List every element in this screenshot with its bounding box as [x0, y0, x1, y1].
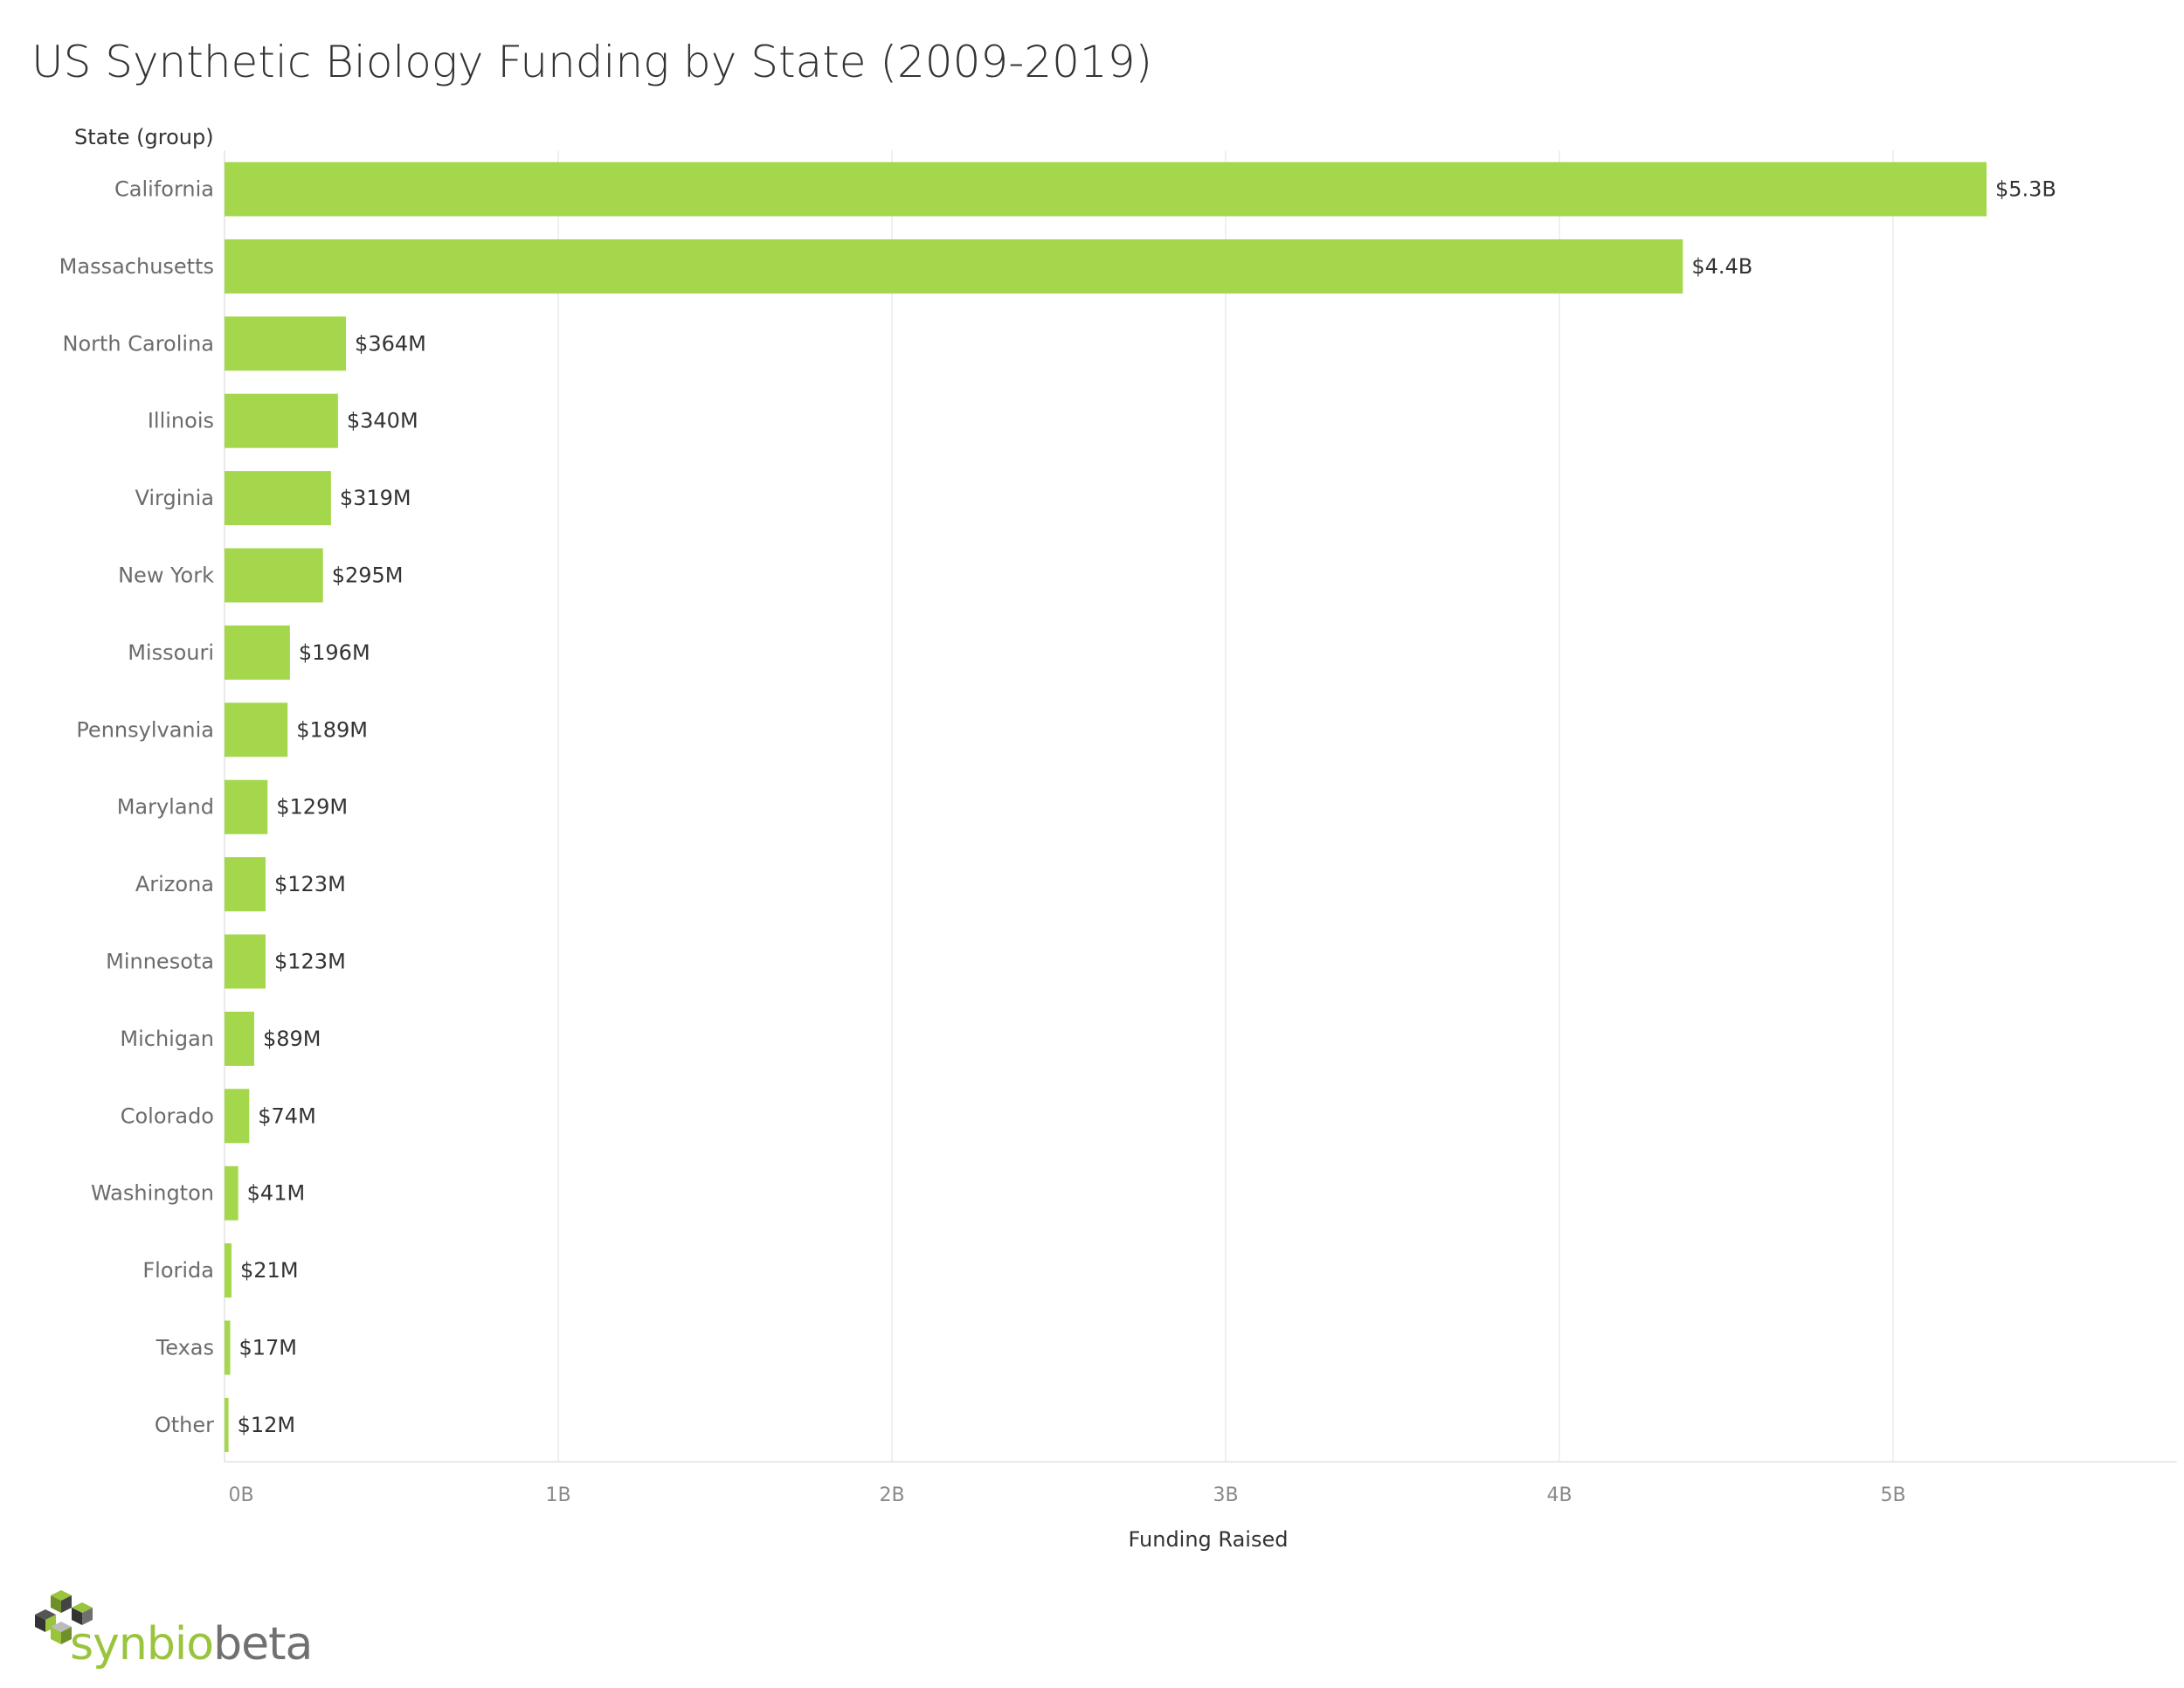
value-label: $12M	[238, 1413, 296, 1437]
bar-missouri[interactable]	[225, 625, 290, 680]
category-label: Maryland	[117, 795, 214, 820]
value-label: $189M	[296, 717, 368, 742]
bar-arizona[interactable]	[225, 857, 266, 912]
category-label: Massachusetts	[59, 254, 214, 279]
value-label: $5.3B	[1995, 177, 2056, 202]
x-tick-4B: 4B	[1546, 1484, 1572, 1506]
value-label: $21M	[240, 1258, 299, 1283]
cube-logo-icon	[35, 1590, 93, 1644]
value-label: $123M	[274, 872, 346, 896]
x-tick-1B: 1B	[545, 1484, 570, 1506]
bar-north-carolina[interactable]	[225, 316, 347, 371]
bar-california[interactable]	[225, 162, 1987, 217]
bars	[225, 162, 1987, 1452]
bar-pennsylvania[interactable]	[225, 702, 288, 758]
category-label: Minnesota	[106, 950, 214, 974]
x-tick-0B: 0B	[228, 1484, 253, 1506]
value-label: $17M	[238, 1336, 297, 1360]
category-label: Pennsylvania	[76, 717, 214, 742]
category-label: Michigan	[120, 1027, 214, 1051]
category-labels: California Massachusetts North Carolina Ill…	[59, 177, 214, 1437]
category-label: Arizona	[135, 872, 214, 896]
bar-minnesota[interactable]	[225, 934, 266, 989]
value-label: $129M	[276, 795, 348, 820]
category-label: Illinois	[148, 409, 214, 433]
value-label: $364M	[355, 331, 426, 356]
bar-chart: State (group) California Massachusetts Nor…	[59, 125, 2177, 1552]
x-tick-labels: 0B 1B 2B 3B 4B 5B	[228, 1484, 1905, 1506]
logo-text-synbio: synbio	[70, 1618, 214, 1671]
x-tick-3B: 3B	[1213, 1484, 1238, 1506]
category-label: Virginia	[135, 486, 215, 510]
logo-text-beta: beta	[213, 1618, 313, 1671]
value-label: $41M	[247, 1181, 306, 1206]
value-labels: $5.3B $4.4B $364M $340M $319M $295M $196M $189M…	[238, 177, 2056, 1437]
row-header: State (group)	[74, 125, 214, 149]
category-label: Missouri	[128, 640, 214, 665]
category-label: North Carolina	[63, 331, 215, 356]
bar-maryland[interactable]	[225, 779, 268, 834]
bar-virginia[interactable]	[225, 471, 331, 526]
value-label: $295M	[332, 564, 404, 588]
bar-michigan[interactable]	[225, 1011, 254, 1066]
category-label: Colorado	[121, 1103, 214, 1128]
category-label: California	[114, 177, 214, 202]
value-label: $123M	[274, 950, 346, 974]
x-tick-5B: 5B	[1880, 1484, 1905, 1506]
bar-washington[interactable]	[225, 1166, 238, 1221]
bar-new-york[interactable]	[225, 548, 323, 603]
category-label: Florida	[142, 1258, 214, 1283]
category-label: Texas	[156, 1336, 214, 1360]
bar-florida[interactable]	[225, 1243, 232, 1298]
category-label: New York	[118, 564, 214, 588]
bar-texas[interactable]	[225, 1320, 231, 1375]
category-label: Washington	[91, 1181, 214, 1206]
value-label: $319M	[340, 486, 411, 510]
value-label: $74M	[258, 1103, 316, 1128]
chart-title: US Synthetic Biology Funding by State (2…	[31, 37, 1153, 87]
logo-text: synbiobeta	[70, 1618, 313, 1671]
x-axis-title: Funding Raised	[1129, 1527, 1289, 1552]
bar-illinois[interactable]	[225, 393, 338, 448]
category-label: Other	[155, 1413, 214, 1437]
value-label: $196M	[299, 640, 370, 665]
value-label: $4.4B	[1691, 254, 1752, 279]
grid-lines	[224, 150, 2177, 1463]
x-tick-2B: 2B	[879, 1484, 904, 1506]
value-label: $340M	[347, 409, 418, 433]
bar-colorado[interactable]	[225, 1089, 250, 1144]
value-label: $89M	[263, 1027, 321, 1051]
bar-massachusetts[interactable]	[225, 239, 1683, 294]
bar-other[interactable]	[225, 1397, 229, 1452]
